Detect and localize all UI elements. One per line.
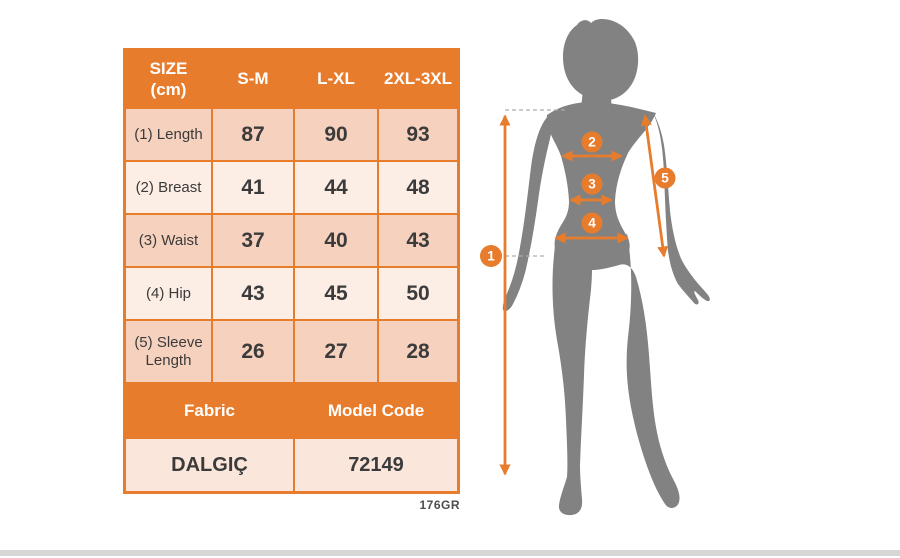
- marker-5-badge: [654, 167, 676, 189]
- measurement-figure: 1 2 3 4 5: [480, 19, 710, 516]
- hip-value-2xl3xl: 50: [379, 268, 457, 319]
- marker-2-badge: [581, 131, 603, 153]
- length-value-sm: 87: [213, 109, 293, 160]
- bottom-edge-bar: [0, 550, 900, 556]
- row-label-sleeve-length: (5) Sleeve Length: [126, 321, 211, 382]
- silhouette-left-leg: [552, 233, 592, 516]
- row-label-breast: (2) Breast: [126, 162, 211, 213]
- silhouette-left-arm: [502, 115, 552, 312]
- silhouette-right-arm: [653, 113, 710, 305]
- length-value-lxl: 90: [295, 109, 377, 160]
- sleeve-arrow: [640, 114, 669, 258]
- row-label-waist: (3) Waist: [126, 215, 211, 266]
- size-table-header-s-m: S-M: [213, 51, 293, 107]
- row-label-hip: (4) Hip: [126, 268, 211, 319]
- marker-3-badge: [581, 173, 603, 195]
- silhouette-right-leg: [592, 233, 680, 508]
- size-table-header-size-cm: SIZE (cm): [126, 51, 211, 107]
- row-label-length: (1) Length: [126, 109, 211, 160]
- breast-value-lxl: 44: [295, 162, 377, 213]
- marker-4-badge: [581, 212, 603, 234]
- waist-value-sm: 37: [213, 215, 293, 266]
- size-table-header-l-xl: L-XL: [295, 51, 377, 107]
- marker-3-label: 3: [588, 177, 596, 192]
- silhouette-neck: [581, 79, 612, 109]
- breast-value-2xl3xl: 48: [379, 162, 457, 213]
- sleeve-value-lxl: 27: [295, 321, 377, 382]
- woman-silhouette: [502, 19, 710, 516]
- marker-1-label: 1: [487, 249, 495, 264]
- fabric-value: DALGIÇ: [126, 439, 293, 491]
- model-code-value: 72149: [295, 439, 457, 491]
- size-table: SIZE (cm) S-M L-XL 2XL-3XL (1) Length 87…: [123, 48, 460, 494]
- marker-1-badge: [480, 245, 502, 267]
- sleeve-value-2xl3xl: 28: [379, 321, 457, 382]
- marker-4-label: 4: [588, 216, 596, 231]
- weight-note: 176GR: [419, 498, 460, 512]
- marker-badges: 1 2 3 4 5: [480, 131, 676, 267]
- fabric-header: Fabric: [126, 384, 293, 437]
- size-table-header-2xl-3xl: 2XL-3XL: [379, 51, 457, 107]
- length-value-2xl3xl: 93: [379, 109, 457, 160]
- silhouette-head: [563, 19, 639, 101]
- hip-value-sm: 43: [213, 268, 293, 319]
- marker-5-label: 5: [661, 171, 669, 186]
- marker-2-label: 2: [588, 135, 596, 150]
- breast-value-sm: 41: [213, 162, 293, 213]
- hip-value-lxl: 45: [295, 268, 377, 319]
- waist-value-2xl3xl: 43: [379, 215, 457, 266]
- waist-value-lxl: 40: [295, 215, 377, 266]
- model-code-header: Model Code: [295, 384, 457, 437]
- sleeve-value-sm: 26: [213, 321, 293, 382]
